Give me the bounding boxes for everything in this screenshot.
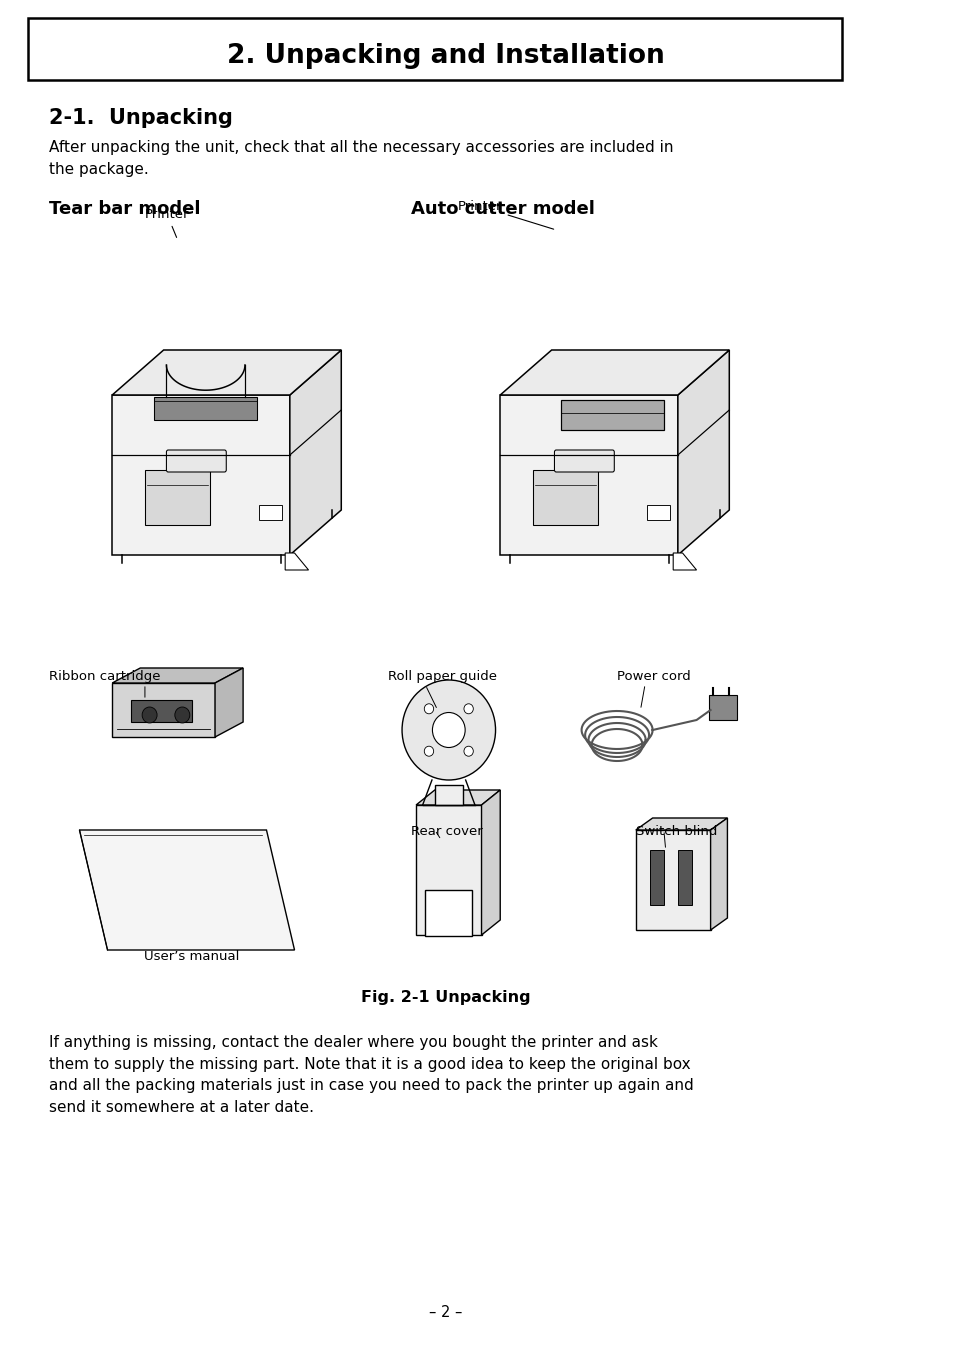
- Ellipse shape: [401, 680, 495, 780]
- Polygon shape: [112, 668, 243, 683]
- Bar: [154, 397, 257, 420]
- Bar: [145, 470, 211, 524]
- Circle shape: [463, 747, 473, 756]
- Polygon shape: [285, 553, 308, 570]
- FancyBboxPatch shape: [554, 450, 614, 472]
- Polygon shape: [416, 790, 499, 805]
- Polygon shape: [112, 350, 341, 396]
- Polygon shape: [673, 553, 696, 570]
- Bar: [646, 505, 670, 520]
- Polygon shape: [112, 396, 290, 556]
- Text: 2. Unpacking and Installation: 2. Unpacking and Installation: [227, 43, 664, 69]
- Polygon shape: [481, 790, 499, 935]
- Text: If anything is missing, contact the dealer where you bought the printer and ask
: If anything is missing, contact the deal…: [49, 1035, 693, 1115]
- Polygon shape: [79, 831, 294, 950]
- Polygon shape: [214, 668, 243, 737]
- Text: Roll paper guide: Roll paper guide: [388, 669, 497, 683]
- Circle shape: [463, 703, 473, 714]
- Polygon shape: [678, 350, 728, 556]
- Polygon shape: [499, 350, 728, 396]
- Text: Tear bar model: Tear bar model: [49, 201, 200, 218]
- Bar: [560, 400, 663, 430]
- Polygon shape: [435, 785, 462, 805]
- Bar: [258, 505, 282, 520]
- Text: Power cord: Power cord: [617, 669, 690, 683]
- Bar: [533, 470, 598, 524]
- Polygon shape: [635, 831, 710, 930]
- Circle shape: [174, 707, 190, 724]
- Polygon shape: [499, 396, 678, 556]
- Text: 2-1.  Unpacking: 2-1. Unpacking: [49, 108, 233, 127]
- Text: Printer: Printer: [457, 201, 553, 229]
- Text: – 2 –: – 2 –: [429, 1305, 462, 1320]
- Text: ENGLISH: ENGLISH: [916, 646, 928, 709]
- Text: Auto cutter model: Auto cutter model: [411, 201, 595, 218]
- Ellipse shape: [432, 713, 465, 748]
- Text: Rear cover: Rear cover: [411, 825, 482, 837]
- Circle shape: [424, 747, 434, 756]
- Polygon shape: [290, 350, 341, 556]
- Text: After unpacking the unit, check that all the necessary accessories are included : After unpacking the unit, check that all…: [49, 140, 673, 176]
- Polygon shape: [416, 805, 481, 935]
- Polygon shape: [710, 818, 727, 930]
- Text: Printer: Printer: [145, 209, 190, 237]
- Circle shape: [142, 707, 157, 724]
- FancyBboxPatch shape: [166, 450, 226, 472]
- Text: User’s manual: User’s manual: [144, 950, 239, 963]
- Bar: [678, 850, 691, 905]
- Bar: [708, 695, 736, 720]
- Bar: [649, 850, 663, 905]
- FancyBboxPatch shape: [28, 18, 841, 80]
- Polygon shape: [425, 890, 472, 936]
- Text: Switch blind: Switch blind: [635, 825, 717, 837]
- Text: Ribbon cartridge: Ribbon cartridge: [49, 669, 160, 683]
- Text: Fig. 2-1 Unpacking: Fig. 2-1 Unpacking: [361, 991, 530, 1005]
- Polygon shape: [635, 818, 727, 831]
- Polygon shape: [112, 683, 214, 737]
- Circle shape: [424, 703, 434, 714]
- Bar: [131, 701, 192, 722]
